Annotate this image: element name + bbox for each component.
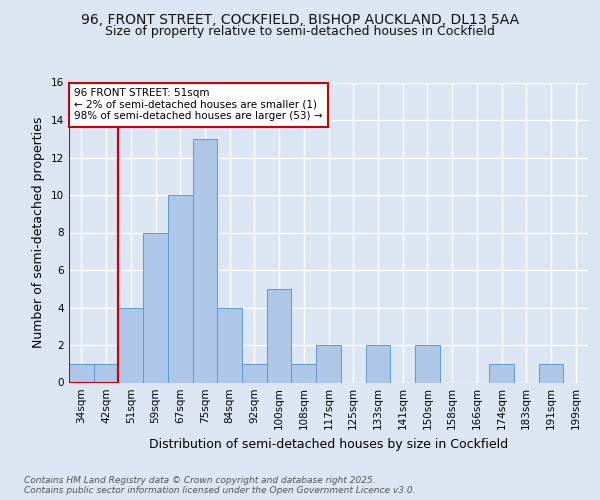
Bar: [365, 345, 390, 383]
Bar: [69, 364, 94, 382]
Bar: [168, 195, 193, 382]
Bar: [94, 364, 118, 382]
Text: Size of property relative to semi-detached houses in Cockfield: Size of property relative to semi-detach…: [105, 25, 495, 38]
Text: 96, FRONT STREET, COCKFIELD, BISHOP AUCKLAND, DL13 5AA: 96, FRONT STREET, COCKFIELD, BISHOP AUCK…: [81, 12, 519, 26]
Bar: [415, 345, 440, 383]
Text: Contains HM Land Registry data © Crown copyright and database right 2025.
Contai: Contains HM Land Registry data © Crown c…: [24, 476, 415, 495]
Text: 96 FRONT STREET: 51sqm
← 2% of semi-detached houses are smaller (1)
98% of semi-: 96 FRONT STREET: 51sqm ← 2% of semi-deta…: [74, 88, 322, 122]
X-axis label: Distribution of semi-detached houses by size in Cockfield: Distribution of semi-detached houses by …: [149, 438, 508, 451]
Bar: [143, 232, 168, 382]
Bar: [292, 364, 316, 382]
Bar: [193, 138, 217, 382]
Bar: [267, 289, 292, 382]
Bar: [69, 82, 118, 382]
Bar: [539, 364, 563, 382]
Bar: [242, 364, 267, 382]
Bar: [489, 364, 514, 382]
Bar: [316, 345, 341, 383]
Y-axis label: Number of semi-detached properties: Number of semi-detached properties: [32, 117, 46, 348]
Bar: [118, 308, 143, 382]
Bar: [217, 308, 242, 382]
